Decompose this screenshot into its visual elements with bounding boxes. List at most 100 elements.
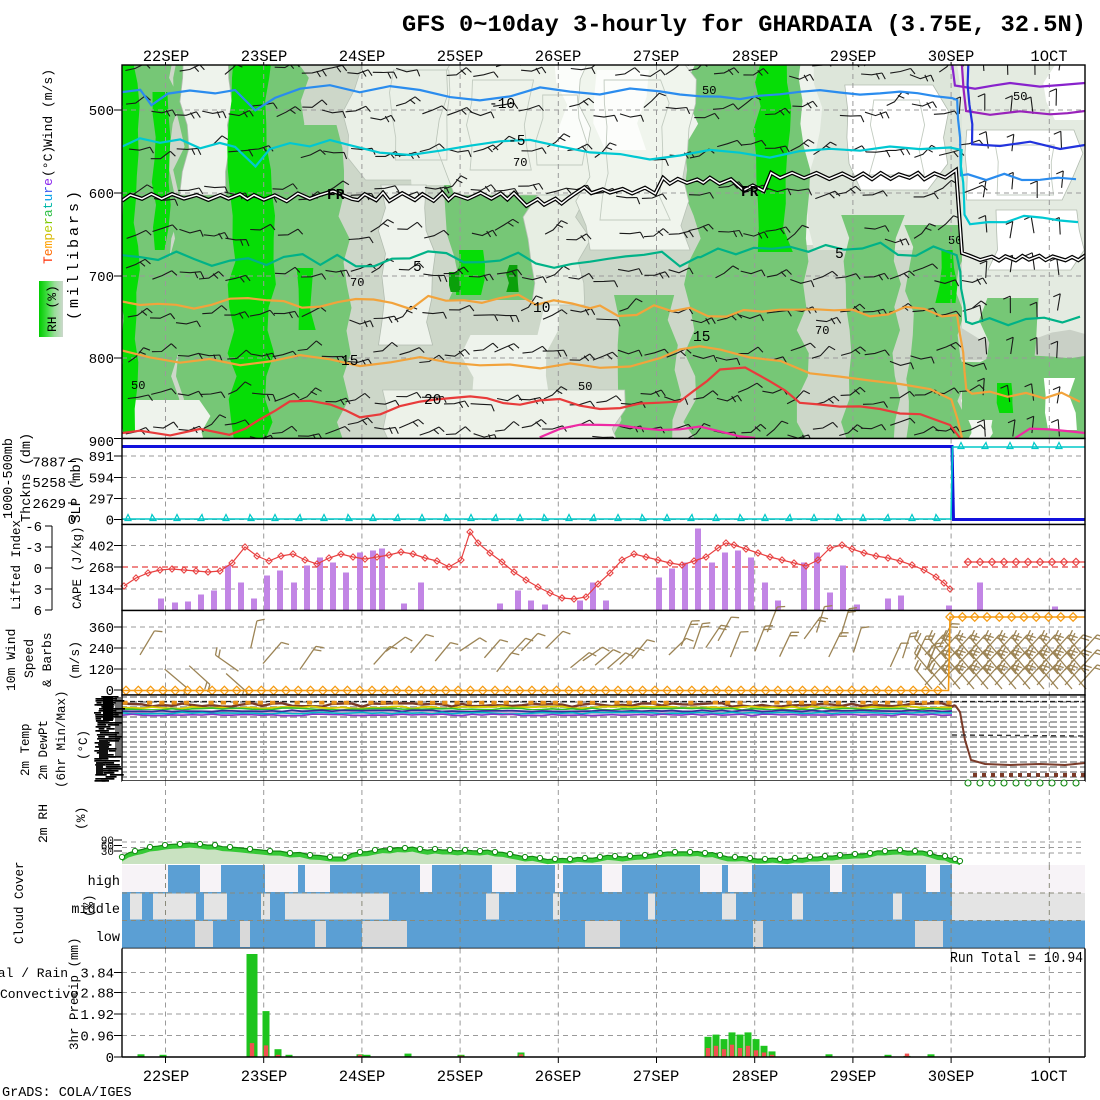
svg-text:Convective: Convective xyxy=(0,987,78,1002)
svg-text:240: 240 xyxy=(89,642,114,658)
svg-text:1.92: 1.92 xyxy=(80,1008,114,1024)
svg-text:30: 30 xyxy=(101,847,114,859)
svg-text:30SEP: 30SEP xyxy=(928,1068,975,1086)
svg-text:6: 6 xyxy=(34,604,42,620)
svg-text:Lifted Index: Lifted Index xyxy=(10,520,24,610)
svg-text:29SEP: 29SEP xyxy=(830,48,877,66)
svg-text:268: 268 xyxy=(89,561,114,577)
svg-text:360: 360 xyxy=(89,621,114,637)
svg-text:70: 70 xyxy=(815,324,829,338)
svg-text:0: 0 xyxy=(106,1051,114,1067)
svg-text:24SEP: 24SEP xyxy=(339,48,386,66)
svg-text:-5: -5 xyxy=(508,134,525,150)
svg-text:50: 50 xyxy=(948,234,962,248)
svg-text:FR: FR xyxy=(327,188,345,204)
svg-text:891: 891 xyxy=(89,450,114,466)
svg-text:GFS 0~10day 3-hourly for GHARD: GFS 0~10day 3-hourly for GHARDAIA (3.75E… xyxy=(402,12,1086,38)
svg-text:23SEP: 23SEP xyxy=(241,1068,288,1086)
svg-text:GrADS: COLA/IGES: GrADS: COLA/IGES xyxy=(2,1086,132,1100)
svg-text:middle: middle xyxy=(71,903,120,918)
svg-text:134: 134 xyxy=(89,583,114,599)
svg-text:0.96: 0.96 xyxy=(80,1030,114,1046)
svg-text:28SEP: 28SEP xyxy=(732,1068,779,1086)
svg-text:0: 0 xyxy=(106,514,114,530)
svg-text:26SEP: 26SEP xyxy=(535,48,582,66)
svg-text:5: 5 xyxy=(835,247,844,263)
svg-text:2.88: 2.88 xyxy=(80,987,114,1003)
svg-text:5: 5 xyxy=(413,260,422,276)
svg-text:27SEP: 27SEP xyxy=(633,48,680,66)
svg-text:FR: FR xyxy=(741,185,759,201)
svg-text:23SEP: 23SEP xyxy=(241,48,288,66)
svg-text:2m Temp: 2m Temp xyxy=(19,723,33,776)
svg-text:297: 297 xyxy=(89,493,114,509)
svg-text:7887: 7887 xyxy=(32,456,66,472)
svg-text:low: low xyxy=(96,931,120,946)
svg-text:0: 0 xyxy=(34,562,42,578)
svg-text:402: 402 xyxy=(89,540,114,556)
svg-text:1OCT: 1OCT xyxy=(1030,1068,1067,1086)
svg-text:600: 600 xyxy=(89,187,114,203)
svg-text:90: 90 xyxy=(101,836,114,848)
svg-text:25SEP: 25SEP xyxy=(437,1068,484,1086)
svg-text:-10: -10 xyxy=(489,97,515,113)
svg-text:800: 800 xyxy=(89,352,114,368)
svg-text:-3: -3 xyxy=(25,541,42,557)
svg-text:10: 10 xyxy=(533,301,550,317)
svg-text:3.84: 3.84 xyxy=(80,967,114,983)
svg-text:Run Total = 10.94: Run Total = 10.94 xyxy=(950,950,1083,967)
svg-text:27SEP: 27SEP xyxy=(633,1068,680,1086)
svg-text:50: 50 xyxy=(131,379,145,393)
svg-text:high: high xyxy=(88,875,120,890)
svg-text:Cloud Cover: Cloud Cover xyxy=(13,861,27,944)
svg-text:2m DewPt: 2m DewPt xyxy=(37,720,51,780)
svg-text:-6: -6 xyxy=(25,520,42,536)
svg-text:28SEP: 28SEP xyxy=(732,48,779,66)
svg-text:3hr Precip (mm): 3hr Precip (mm) xyxy=(68,937,82,1050)
svg-text:50: 50 xyxy=(1013,90,1027,104)
svg-text:(m/s): (m/s) xyxy=(68,641,83,680)
svg-text:29SEP: 29SEP xyxy=(830,1068,877,1086)
svg-text:2629: 2629 xyxy=(32,497,66,513)
svg-text:(millibars): (millibars) xyxy=(66,188,83,320)
svg-text:22SEP: 22SEP xyxy=(143,48,190,66)
svg-text:(%): (%) xyxy=(83,894,97,917)
svg-text:60: 60 xyxy=(101,842,114,854)
svg-text:120: 120 xyxy=(89,663,114,679)
svg-text:25SEP: 25SEP xyxy=(437,48,484,66)
svg-text:50: 50 xyxy=(702,84,716,98)
svg-text:0: 0 xyxy=(106,684,114,700)
svg-text:594: 594 xyxy=(89,472,114,488)
svg-text:CAPE (J/kg): CAPE (J/kg) xyxy=(71,526,85,609)
svg-text:5258: 5258 xyxy=(32,476,66,492)
svg-text:10m Wind: 10m Wind xyxy=(4,629,19,691)
svg-text:(°C): (°C) xyxy=(77,730,91,760)
svg-text:50: 50 xyxy=(578,380,592,394)
svg-text:1OCT: 1OCT xyxy=(1030,48,1067,66)
svg-text:(6hr Min/Max): (6hr Min/Max) xyxy=(55,690,69,788)
svg-text:26SEP: 26SEP xyxy=(535,1068,582,1086)
svg-text:15: 15 xyxy=(341,354,358,370)
svg-text:30SEP: 30SEP xyxy=(928,48,975,66)
svg-text:RH (%): RH (%) xyxy=(45,285,60,332)
svg-text:Wind (m/s): Wind (m/s) xyxy=(41,69,56,147)
svg-text:& Barbs: & Barbs xyxy=(40,632,55,687)
svg-text:(%): (%) xyxy=(74,807,89,830)
svg-text:(°C): (°C) xyxy=(41,146,56,177)
svg-text:70: 70 xyxy=(513,156,527,170)
svg-text:SLP (mb): SLP (mb) xyxy=(69,456,85,523)
svg-text:Speed: Speed xyxy=(22,639,37,678)
svg-text:22SEP: 22SEP xyxy=(143,1068,190,1086)
svg-text:tal / Rain: tal / Rain xyxy=(0,966,68,981)
svg-text:500: 500 xyxy=(89,104,114,120)
svg-text:24SEP: 24SEP xyxy=(339,1068,386,1086)
svg-text:3: 3 xyxy=(34,583,42,599)
svg-text:20: 20 xyxy=(424,393,441,409)
svg-text:900: 900 xyxy=(89,435,114,451)
svg-text:0: 0 xyxy=(68,513,76,529)
svg-text:15: 15 xyxy=(693,330,710,346)
svg-text:Temperature: Temperature xyxy=(41,178,56,264)
svg-text:1000-500mb: 1000-500mb xyxy=(2,438,17,519)
svg-text:700: 700 xyxy=(89,270,114,286)
svg-text:Thckns (dm): Thckns (dm) xyxy=(20,433,35,522)
